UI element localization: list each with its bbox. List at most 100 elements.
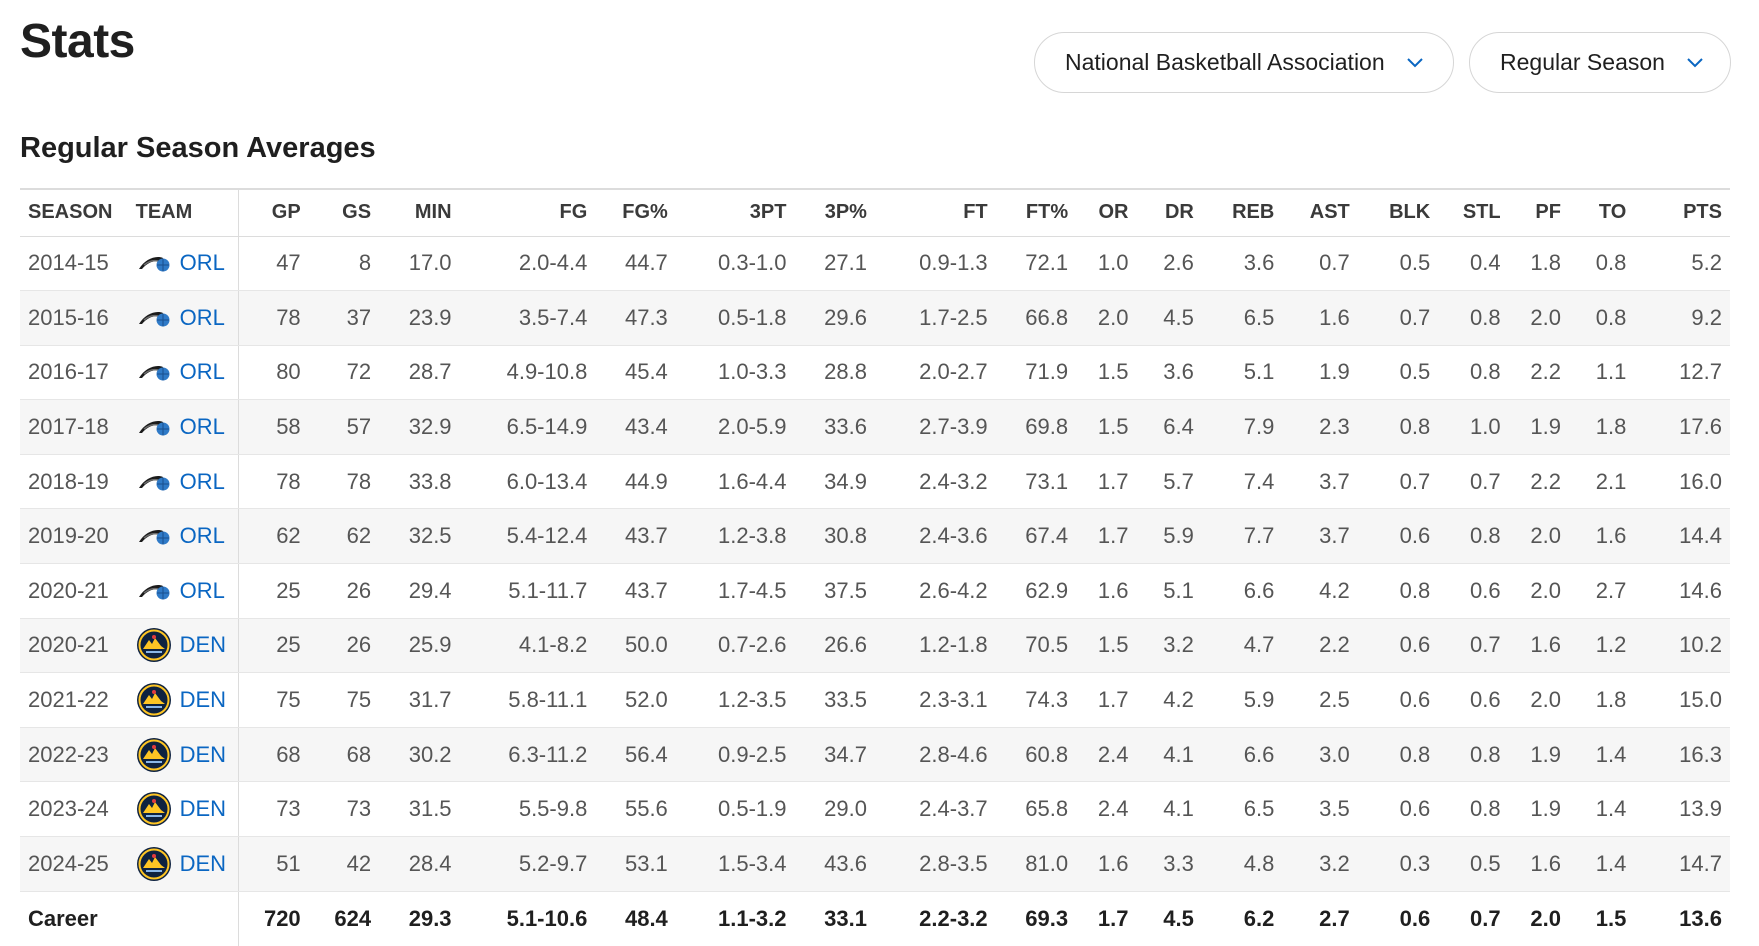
team-link[interactable]: ORL [179, 523, 225, 549]
team-link[interactable]: ORL [179, 414, 225, 440]
stat-cell-gp: 25 [238, 563, 309, 619]
denver-nuggets-logo-icon[interactable] [136, 791, 172, 827]
orlando-magic-logo-icon[interactable] [136, 409, 172, 445]
stat-cell-to: 1.4 [1568, 727, 1635, 783]
stat-cell-pf: 2.0 [1508, 672, 1569, 728]
denver-nuggets-logo-icon[interactable] [136, 737, 172, 773]
column-header-ft-pct[interactable]: FT% [995, 188, 1077, 237]
stat-cell-fgp: 44.7 [595, 236, 676, 292]
stat-cell-reb: 5.1 [1201, 345, 1283, 401]
column-header-fg[interactable]: FG [459, 188, 596, 237]
stat-cell-min: 32.9 [379, 399, 460, 455]
column-header-pts[interactable]: PTS [1634, 188, 1730, 237]
stat-cell-reb: 6.5 [1201, 290, 1283, 346]
stat-cell-gp: 25 [238, 618, 309, 674]
column-header-or[interactable]: OR [1076, 188, 1137, 237]
stat-cell-fgp: 55.6 [595, 781, 676, 838]
orlando-magic-logo-icon[interactable] [136, 518, 172, 554]
denver-nuggets-logo-icon[interactable] [136, 627, 172, 663]
career-stat-cell-ftp: 69.3 [1025, 905, 1069, 931]
denver-nuggets-logo-icon[interactable] [136, 846, 172, 882]
stat-cell-or: 1.7 [1076, 672, 1137, 728]
stat-cell-ft: 2.8-4.6 [874, 727, 996, 783]
stat-cell-ft: 0.9-1.3 [874, 236, 996, 292]
stat-cell-min: 31.7 [379, 672, 460, 728]
stat-cell-ast: 1.9 [1282, 345, 1358, 401]
stat-cell-reb: 4.7 [1201, 618, 1283, 674]
stat-cell-fgp: 52.0 [595, 672, 676, 728]
column-header-3p-pct[interactable]: 3P% [794, 188, 875, 237]
career-label: Career [28, 905, 98, 931]
stat-cell-ast: 2.5 [1282, 672, 1358, 728]
stat-cell-stl: 0.8 [1438, 727, 1509, 783]
career-stat-cell-reb: 6.2 [1243, 905, 1275, 931]
column-header-team[interactable]: TEAM [127, 188, 239, 237]
team-link[interactable]: ORL [179, 468, 225, 494]
column-header-ast[interactable]: AST [1282, 188, 1358, 237]
stat-cell-ftp: 67.4 [995, 508, 1077, 565]
team-link[interactable]: DEN [179, 632, 227, 658]
stat-cell-tpp: 37.5 [794, 563, 875, 619]
stat-cell-to: 1.4 [1568, 781, 1635, 838]
column-header-gs[interactable]: GS [308, 188, 380, 237]
season-type-dropdown-label: Regular Season [1500, 49, 1665, 75]
column-header-3pt[interactable]: 3PT [675, 188, 795, 237]
stat-cell-ftp: 60.8 [995, 727, 1077, 783]
stat-cell-or: 1.7 [1076, 508, 1137, 565]
column-header-to[interactable]: TO [1568, 188, 1635, 237]
orlando-magic-logo-icon[interactable] [136, 245, 172, 281]
career-stat-cell-gs: 624 [334, 905, 372, 931]
stat-cell-gp: 80 [238, 345, 309, 401]
team-cell: ORL [127, 236, 239, 292]
team-link[interactable]: DEN [179, 741, 227, 767]
column-header-stl[interactable]: STL [1438, 188, 1509, 237]
team-link[interactable]: ORL [179, 250, 225, 276]
stat-cell-min: 29.4 [379, 563, 460, 619]
column-header-gp[interactable]: GP [238, 188, 309, 237]
orlando-magic-logo-icon[interactable] [136, 464, 172, 500]
stat-cell-gp: 78 [238, 290, 309, 346]
stat-cell-fgp: 53.1 [595, 836, 676, 892]
column-header-reb[interactable]: REB [1201, 188, 1283, 237]
stat-cell-dr: 4.1 [1136, 781, 1202, 838]
column-header-pf[interactable]: PF [1508, 188, 1569, 237]
team-link[interactable]: ORL [179, 577, 225, 603]
stat-cell-dr: 3.2 [1136, 618, 1202, 674]
career-totals-row: Career 720 624 29.3 5.1-10.6 48.4 1.1-3.2 33.1 2… [20, 891, 1730, 946]
season-type-dropdown[interactable]: Regular Season [1469, 32, 1731, 93]
column-header-fg-pct[interactable]: FG% [595, 188, 676, 237]
season-cell: 2016-17 [20, 345, 128, 401]
season-cell: 2015-16 [20, 290, 128, 346]
orlando-magic-logo-icon[interactable] [136, 573, 172, 609]
column-header-min[interactable]: MIN [379, 188, 460, 237]
stat-cell-to: 1.8 [1568, 672, 1635, 728]
chevron-down-icon [1687, 57, 1703, 67]
stat-cell-pts: 14.7 [1634, 836, 1730, 892]
stat-cell-to: 1.4 [1568, 836, 1635, 892]
table-row: 2020-21 DEN 25 26 25.9 4.1-8.2 50.0 0.7-2.6 26.6… [20, 618, 1730, 674]
orlando-magic-logo-icon[interactable] [136, 354, 172, 390]
table-row: 2019-20 ORL 62 62 32.5 5.4-12.4 43.7 1.2-3.8 30.… [20, 508, 1730, 565]
denver-nuggets-logo-icon[interactable] [136, 682, 172, 718]
stat-cell-gp: 73 [238, 781, 309, 838]
stat-cell-or: 1.6 [1076, 836, 1137, 892]
column-header-ft[interactable]: FT [874, 188, 996, 237]
stat-cell-pts: 14.6 [1634, 563, 1730, 619]
team-link[interactable]: DEN [179, 850, 227, 876]
stat-cell-tpp: 33.6 [794, 399, 875, 455]
column-header-blk[interactable]: BLK [1357, 188, 1439, 237]
team-link[interactable]: DEN [179, 796, 227, 822]
stat-cell-fgp: 47.3 [595, 290, 676, 346]
column-header-dr[interactable]: DR [1136, 188, 1202, 237]
stat-cell-pf: 2.2 [1508, 454, 1569, 510]
career-stat-cell-pts: 13.6 [1679, 905, 1722, 931]
column-header-season[interactable]: SEASON [20, 188, 128, 237]
league-dropdown[interactable]: National Basketball Association [1034, 32, 1454, 93]
team-link[interactable]: ORL [179, 304, 225, 330]
orlando-magic-logo-icon[interactable] [136, 300, 172, 336]
team-link[interactable]: DEN [179, 687, 227, 713]
team-link[interactable]: ORL [179, 359, 225, 385]
career-stat-cell-pf: 2.0 [1530, 905, 1561, 931]
stat-cell-fg: 4.9-10.8 [459, 345, 596, 401]
